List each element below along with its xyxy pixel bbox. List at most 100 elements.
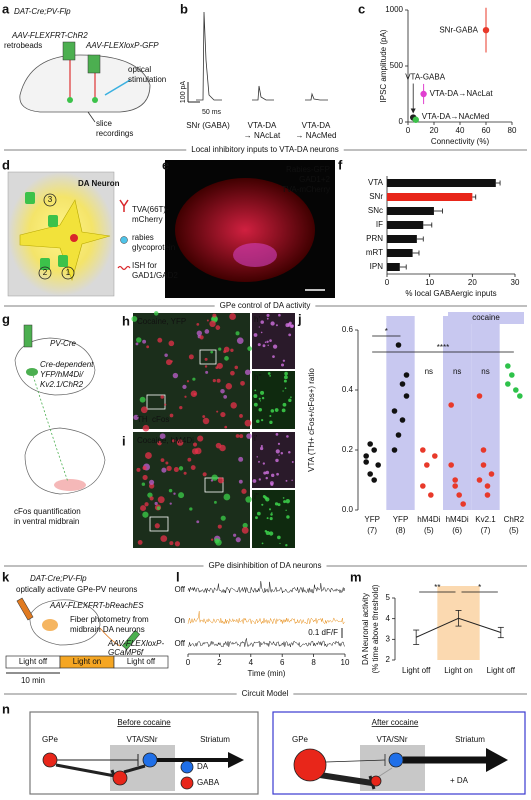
row-label: On	[174, 616, 185, 625]
cell-label: DA Neuron	[78, 179, 120, 188]
y-tick-label: IPN	[370, 262, 384, 271]
speckle	[261, 503, 264, 506]
speckle	[160, 458, 165, 463]
speckle	[142, 424, 150, 432]
speckle	[266, 340, 269, 343]
speckle	[196, 330, 202, 336]
point	[363, 453, 369, 459]
point	[517, 393, 523, 399]
x-tick-label: 2	[217, 658, 222, 667]
genotype: DAT-Cre;PV-Flp	[30, 574, 87, 583]
scale-label: 50 ms	[202, 109, 222, 116]
cocaine-band	[443, 316, 472, 510]
speckle	[172, 439, 176, 443]
speckle	[164, 353, 168, 357]
label: optically activate GPe-PV neurons	[16, 585, 137, 594]
trace-label: SNr (GABA)	[186, 121, 230, 130]
speckle	[214, 500, 217, 504]
x-tick-label: ChR2	[504, 515, 525, 524]
trace	[187, 581, 346, 594]
speckle	[199, 335, 204, 340]
x-tick-label: 60	[482, 126, 491, 135]
speckle	[173, 492, 176, 495]
label: optical	[128, 65, 151, 74]
speckle	[260, 320, 264, 324]
micrographs	[131, 311, 295, 548]
x-tick-label: hM4Di	[446, 515, 469, 524]
box-title: After cocaine	[372, 718, 419, 727]
x-tick-label: 0	[406, 126, 411, 135]
speckle	[266, 317, 269, 320]
speckle	[284, 371, 288, 376]
speckle	[255, 419, 260, 424]
region-label: Striatum	[455, 735, 485, 744]
speckle	[154, 501, 158, 506]
speckle	[210, 538, 214, 541]
marker-label: ISH for	[132, 261, 157, 270]
point	[513, 387, 519, 393]
x-tick-label: Light on	[444, 666, 472, 675]
n-label: (7)	[481, 526, 491, 535]
speckle	[238, 456, 244, 462]
x-tick-label: 10	[341, 658, 350, 667]
speckle	[260, 331, 263, 334]
speckle	[225, 383, 233, 390]
region-label: Striatum	[200, 735, 230, 744]
panel-n-drawing	[29, 711, 526, 795]
scale-label: 100 pA	[180, 81, 187, 104]
point	[480, 462, 487, 468]
y-tick-label: 2	[386, 655, 391, 664]
point	[476, 393, 483, 399]
speckle	[267, 372, 271, 375]
bar	[387, 179, 496, 187]
speckle	[187, 457, 192, 462]
speckle	[288, 450, 291, 454]
sig-label: ns	[453, 367, 461, 376]
speckle	[275, 458, 279, 463]
speckle	[290, 324, 294, 329]
speckle	[275, 324, 278, 327]
speckle	[202, 415, 206, 418]
point	[367, 471, 373, 477]
point	[395, 342, 402, 348]
speckle	[259, 400, 262, 402]
speckle	[204, 357, 208, 361]
speckle	[189, 507, 193, 511]
speckle	[258, 407, 262, 412]
speckle	[278, 313, 281, 317]
speckle	[283, 500, 287, 504]
speckle	[256, 511, 261, 516]
speckle	[148, 483, 155, 489]
speckle	[164, 403, 167, 406]
x-tick-label: YFP	[393, 515, 409, 524]
speckle	[179, 405, 183, 410]
speckle	[178, 466, 184, 471]
y-tick-label: 0.2	[342, 445, 354, 454]
speckle	[262, 344, 266, 348]
section-header: Circuit Model	[242, 689, 289, 698]
x-tick-label: 6	[280, 658, 285, 667]
speckle	[276, 472, 279, 476]
point	[391, 408, 398, 414]
y-tick-label: 0	[399, 117, 404, 126]
speckle	[230, 370, 235, 376]
condition: Cocaine, hM4Di	[137, 436, 194, 445]
trace-label: → NAcMed	[296, 131, 337, 140]
speckle	[260, 419, 264, 422]
speckle	[165, 461, 169, 465]
speckle	[212, 379, 216, 383]
y-tick-label: PRN	[366, 234, 383, 243]
speckle	[270, 321, 275, 326]
speckle	[262, 495, 266, 499]
speckle	[193, 392, 196, 396]
virus: AAV-FLEXloxP-	[107, 639, 165, 648]
cocaine-band	[386, 316, 415, 510]
point	[403, 372, 410, 378]
point	[391, 447, 398, 453]
point	[452, 483, 458, 489]
speckle	[202, 472, 207, 477]
y-tick-label: 0.6	[342, 325, 354, 334]
speckle	[252, 479, 257, 483]
speckle	[149, 496, 154, 501]
y-tick-label: 1000	[385, 5, 403, 14]
